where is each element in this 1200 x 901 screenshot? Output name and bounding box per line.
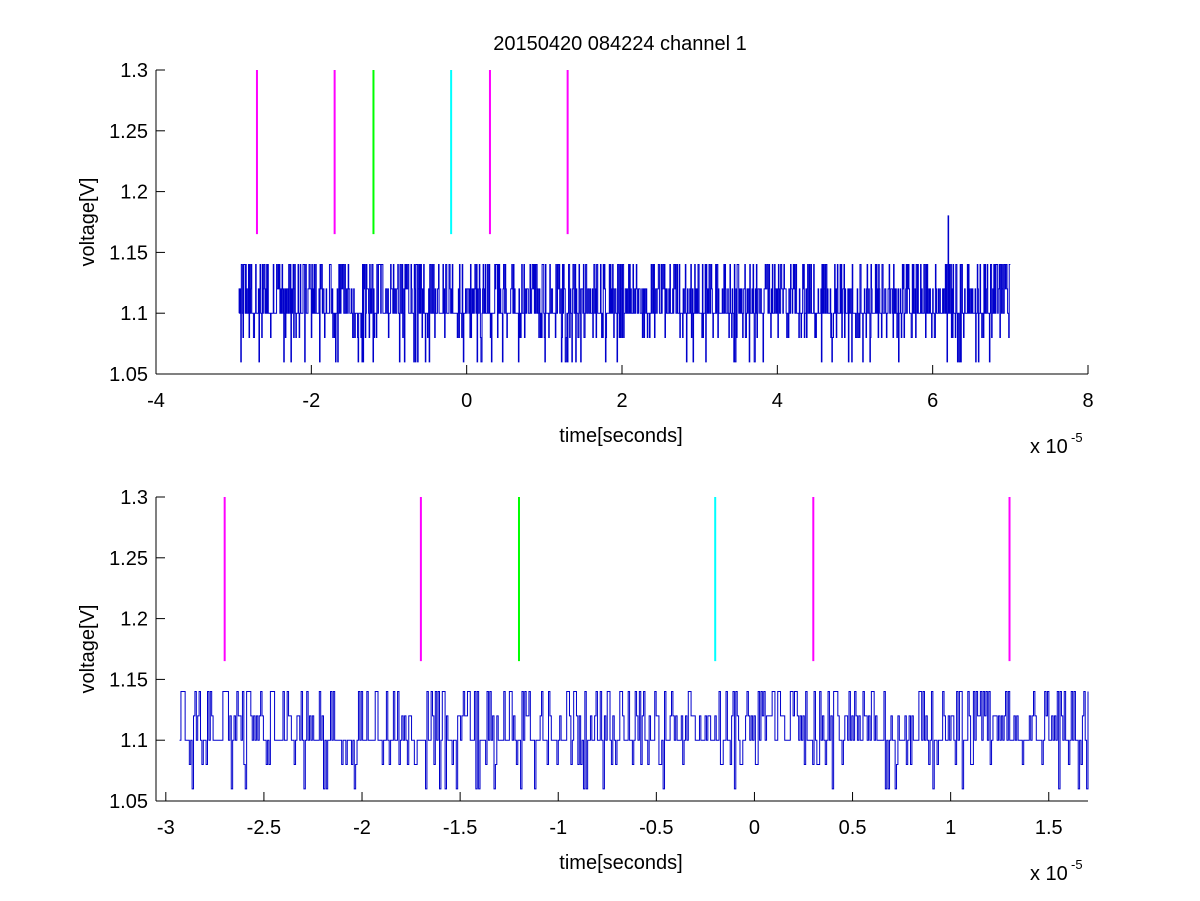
- y-tick-label: 1.25: [109, 548, 148, 570]
- voltage-trace: [238, 215, 1011, 363]
- x-tick-label: 2: [616, 390, 627, 412]
- y-tick-label: 1.05: [109, 364, 148, 386]
- x-tick-label: 0: [461, 390, 472, 412]
- x-tick-label: 0.5: [839, 817, 867, 839]
- x-exponent: -5: [1071, 857, 1083, 872]
- x-tick-label: 0: [749, 817, 760, 839]
- y-tick-label: 1.05: [109, 791, 148, 813]
- chart-title: 20150420 084224 channel 1: [493, 33, 747, 55]
- y-tick-label: 1.15: [109, 242, 148, 264]
- top-plot: 1.05 1.1 1.15 1.2 1.25 1.3 -4 -2 0 2 4 6 8 time[secon…: [77, 60, 1094, 458]
- y-tick-label: 1.3: [120, 60, 148, 82]
- x-tick-label: 1.5: [1035, 817, 1063, 839]
- y-tick-label: 1.25: [109, 121, 148, 143]
- y-tick-label: 1.1: [120, 730, 148, 752]
- x-axis-label: time[seconds]: [559, 852, 682, 874]
- x-exponent-label: x 10: [1030, 863, 1068, 885]
- bottom-plot: 1.05 1.1 1.15 1.2 1.25 1.3 -3 -2.5 -2 -1.5 -1 -0.5 0…: [77, 487, 1089, 885]
- y-tick-label: 1.2: [120, 609, 148, 631]
- x-tick-label: -2.5: [247, 817, 281, 839]
- x-tick-label: -4: [147, 390, 165, 412]
- y-tick-label: 1.3: [120, 487, 148, 509]
- x-tick-label: -1.5: [443, 817, 477, 839]
- x-exponent: -5: [1071, 430, 1083, 445]
- x-exponent-label: x 10: [1030, 436, 1068, 458]
- y-tick-label: 1.15: [109, 669, 148, 691]
- x-tick-label: -2: [353, 817, 371, 839]
- y-axis-label: voltage[V]: [77, 178, 99, 267]
- x-tick-label: 8: [1082, 390, 1093, 412]
- x-tick-label: -1: [549, 817, 567, 839]
- x-axis-label: time[seconds]: [559, 425, 682, 447]
- x-tick-label: 4: [772, 390, 783, 412]
- x-tick-label: -0.5: [639, 817, 673, 839]
- y-tick-label: 1.2: [120, 182, 148, 204]
- x-tick-label: 6: [927, 390, 938, 412]
- x-tick-label: 1: [945, 817, 956, 839]
- x-tick-label: -2: [302, 390, 320, 412]
- y-tick-label: 1.1: [120, 303, 148, 325]
- y-axis-label: voltage[V]: [77, 605, 99, 694]
- x-tick-label: -3: [157, 817, 175, 839]
- voltage-trace: [179, 691, 1089, 790]
